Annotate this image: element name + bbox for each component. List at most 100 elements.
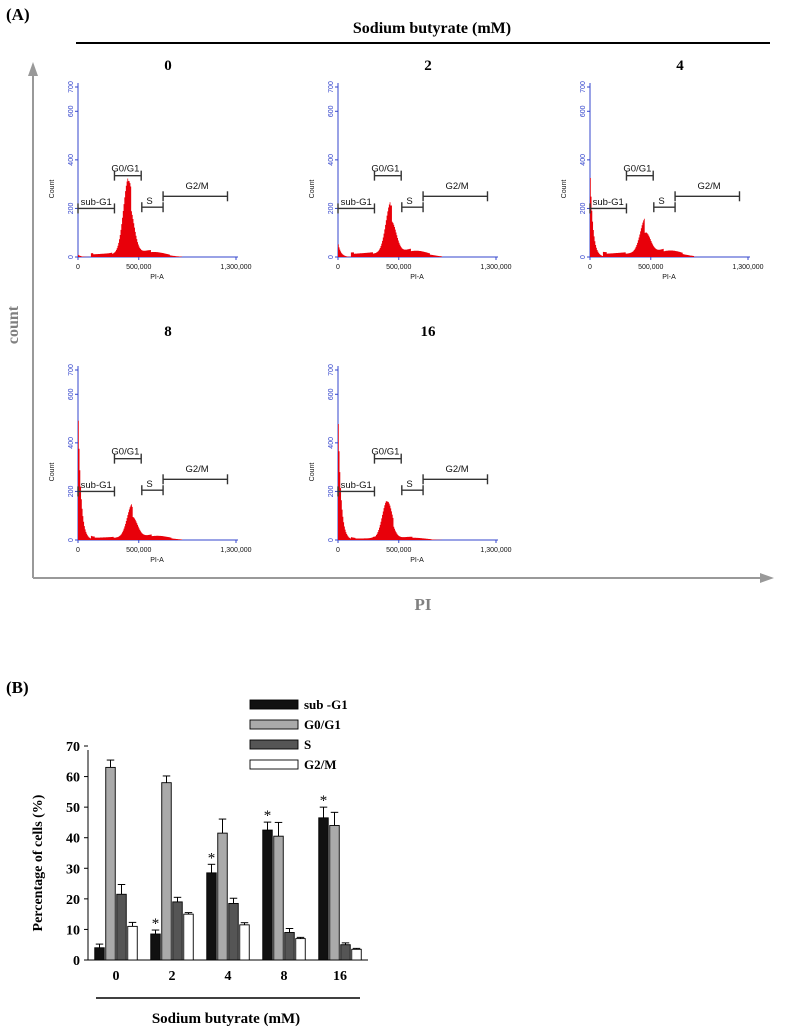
bar-g0-g1-2: [161, 782, 172, 961]
gate-g0-g1: G0/G1: [111, 447, 142, 464]
histogram-y-tick-label: 400: [328, 154, 335, 166]
legend-label: G2/M: [304, 757, 337, 772]
gate-label: G0/G1: [111, 164, 139, 175]
histogram-x-label: PI-A: [410, 274, 424, 281]
gate-sub-g1: sub-G1: [337, 480, 376, 497]
bar-y-tick-label: 0: [73, 954, 80, 969]
gate-label: sub-G1: [341, 197, 372, 208]
bar-g0-g1-8: [273, 835, 284, 961]
histogram-y-tick-label: 600: [68, 388, 75, 400]
legend-label: G0/G1: [304, 717, 341, 732]
bar-y-tick-label: 60: [66, 771, 80, 786]
histogram-bars: [338, 202, 460, 257]
gate-s: S: [653, 196, 676, 213]
histogram-2: 2 0 200 400 600 700 0 500,000 1,300,000 PI-A Count…: [309, 58, 512, 281]
gate-label: G0/G1: [623, 164, 651, 175]
histogram-0: 0 0 200 400 600 700 0 500,000 1,300,000 PI-A Count…: [49, 58, 252, 281]
histogram-y-tick-label: 200: [580, 202, 587, 214]
bar-sub-g1-2: [150, 933, 161, 961]
bar-sub-g1-8: [262, 829, 273, 961]
bar-x-tick-label: 4: [225, 969, 232, 984]
gate-label: G0/G1: [111, 447, 139, 458]
gate-label: G2/M: [445, 181, 468, 192]
significance-marker: *: [264, 808, 272, 824]
gate-label: G2/M: [185, 181, 208, 192]
bar-chart: 0 10 20 30 40 50 60 70 Percentage of cells (%) 0 *…: [31, 697, 368, 1027]
histogram-title: 0: [164, 58, 172, 74]
gate-label: S: [146, 479, 152, 490]
legend-swatch: [249, 719, 299, 730]
panel-a-header: Sodium butyrate (mM): [353, 20, 511, 37]
gate-label: G2/M: [185, 464, 208, 475]
histogram-y-label: Count: [49, 180, 56, 199]
histogram-y-tick-label: 400: [328, 437, 335, 449]
gate-label: sub-G1: [81, 480, 112, 491]
histogram-x-tick-label: 0: [336, 547, 340, 554]
histogram-x-tick-label: 0: [588, 264, 592, 271]
bar-g0-g1-16: [329, 825, 340, 961]
histogram-y-tick-label: 700: [580, 81, 587, 93]
bar-x-tick-label: 2: [169, 969, 176, 984]
significance-marker: *: [320, 793, 328, 809]
histogram-title: 4: [676, 58, 684, 74]
histogram-y-tick-label: 200: [328, 202, 335, 214]
bar-g2-m-16: [351, 948, 362, 961]
gate-g2-m: G2/M: [674, 181, 741, 202]
histogram-title: 16: [421, 324, 437, 340]
bar-sub-g1-4: [206, 872, 217, 961]
histogram-y-tick-label: 0: [328, 538, 335, 542]
histogram-y-tick-label: 0: [328, 255, 335, 259]
gate-g2-m: G2/M: [162, 464, 229, 485]
histogram-y-tick-label: 600: [328, 388, 335, 400]
gate-s: S: [141, 196, 164, 213]
bar-sub-g1-0: [94, 947, 105, 961]
gate-label: S: [406, 479, 412, 490]
bar-s-0: [116, 893, 127, 961]
gate-label: sub-G1: [81, 197, 112, 208]
bar-y-tick-label: 50: [66, 801, 80, 816]
bar-s-8: [284, 932, 295, 961]
gate-label: G0/G1: [371, 447, 399, 458]
gate-g2-m: G2/M: [422, 464, 489, 485]
gate-g0-g1: G0/G1: [371, 164, 402, 181]
bar-s-16: [340, 944, 351, 961]
histogram-x-label: PI-A: [150, 274, 164, 281]
histogram-x-tick-label: 500,000: [386, 264, 411, 271]
histogram-x-label: PI-A: [662, 274, 676, 281]
histogram-y-tick-label: 0: [68, 255, 75, 259]
legend-swatch: [249, 699, 299, 710]
gate-label: G2/M: [445, 464, 468, 475]
bar-g2-m-2: [183, 913, 194, 961]
bar-g0-g1-0: [105, 766, 116, 961]
gate-s: S: [401, 479, 424, 496]
bar-x-tick-label: 8: [281, 969, 288, 984]
count-axis-title: count: [5, 305, 22, 344]
bar-x-tick-label: 0: [113, 969, 120, 984]
legend-label: S: [304, 737, 311, 752]
gate-label: S: [406, 196, 412, 207]
gate-sub-g1: sub-G1: [337, 197, 376, 214]
gate-label: sub-G1: [341, 480, 372, 491]
bar-g2-m-8: [295, 938, 306, 961]
bar-x-axis-title: Sodium butyrate (mM): [152, 1011, 300, 1027]
bar-g2-m-4: [239, 924, 250, 961]
panel-a-label: (A): [6, 5, 30, 24]
gate-label: S: [146, 196, 152, 207]
gate-sub-g1: sub-G1: [77, 197, 116, 214]
histogram-y-tick-label: 700: [328, 364, 335, 376]
histogram-x-tick-label: 500,000: [638, 264, 663, 271]
gate-s: S: [401, 196, 424, 213]
histogram-y-tick-label: 400: [68, 437, 75, 449]
histogram-y-label: Count: [49, 463, 56, 482]
histogram-8: 8 0 200 400 600 700 0 500,000 1,300,000 PI-A Count…: [49, 324, 252, 564]
bar-y-tick-label: 10: [66, 923, 80, 938]
legend-swatch: [249, 759, 299, 770]
histogram-y-tick-label: 0: [68, 538, 75, 542]
significance-marker: *: [208, 850, 216, 866]
bar-sub-g1-16: [318, 817, 329, 961]
legend-swatch: [249, 739, 299, 750]
histogram-y-label: Count: [561, 180, 568, 199]
histogram-x-tick-label: 0: [336, 264, 340, 271]
